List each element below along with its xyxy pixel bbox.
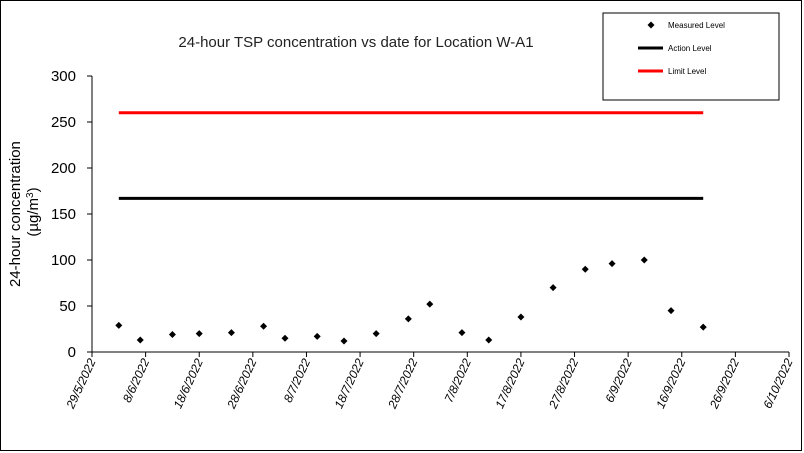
measured-level-point (517, 313, 525, 321)
measured-level-point (260, 322, 268, 330)
measured-level-point (313, 332, 321, 340)
y-axis-label-line1: 24-hour concentration (7, 141, 24, 287)
axes: 0 50 100 150 200 250 300 29/5/2022 8/6/2022 18/6/… (51, 68, 796, 412)
y-tick-label: 100 (51, 252, 76, 269)
x-tick-label: 16/9/2022 (653, 356, 688, 411)
y-tick-label: 50 (59, 298, 76, 315)
legend-label-limit: Limit Level (668, 67, 706, 76)
measured-level-point (581, 265, 589, 273)
y-tick-label: 200 (51, 160, 76, 177)
x-tick-label: 27/8/2022 (546, 356, 582, 412)
measured-level-point (426, 300, 434, 308)
measured-level-point (404, 315, 412, 323)
measured-level-point (549, 284, 557, 292)
x-tick-label: 6/9/2022 (602, 356, 635, 405)
x-tick-label: 6/10/2022 (760, 356, 795, 411)
x-tick-label: 7/8/2022 (442, 356, 475, 405)
x-tick-label: 8/7/2022 (281, 356, 314, 405)
measured-points (115, 256, 707, 345)
legend-label-measured: Measured Level (668, 21, 725, 30)
measured-level-point (372, 330, 380, 338)
measured-level-point (340, 337, 348, 345)
y-tick-label: 0 (68, 344, 76, 361)
measured-level-point (227, 329, 235, 337)
x-tick-label: 8/6/2022 (120, 356, 153, 405)
x-tick-label: 29/5/2022 (63, 356, 99, 412)
x-tick-label: 28/6/2022 (224, 356, 260, 412)
legend-box (602, 12, 780, 101)
measured-level-point (485, 336, 493, 344)
legend: Measured Level Action Level Limit Level (602, 12, 780, 101)
legend-label-action: Action Level (668, 44, 712, 53)
x-tick-label: 26/9/2022 (706, 356, 742, 412)
x-tick-label: 28/7/2022 (385, 356, 421, 412)
measured-level-point (168, 331, 176, 339)
measured-level-point (699, 323, 707, 331)
measured-level-point (115, 321, 123, 329)
measured-level-point (195, 330, 203, 338)
y-axis-label: 24-hour concentration (µg/m3) (7, 137, 42, 287)
measured-level-point (608, 260, 616, 268)
measured-level-point (136, 336, 144, 344)
y-axis-label-close: ) (25, 187, 42, 192)
x-tick-label: 17/8/2022 (492, 356, 527, 411)
level-lines (118, 111, 704, 200)
y-axis-label-line2: (µg/m (25, 198, 42, 237)
measured-level-point (640, 256, 648, 264)
legend-marker-measured (647, 21, 655, 29)
x-tick-label: 18/7/2022 (332, 356, 367, 411)
y-tick-label: 250 (51, 114, 76, 131)
measured-level-point (667, 307, 675, 315)
chart-title: 24-hour TSP concentration vs date for Lo… (178, 34, 533, 51)
x-tick-label: 18/6/2022 (171, 356, 206, 411)
y-tick-label: 300 (51, 68, 76, 85)
measured-level-point (281, 334, 289, 342)
measured-level-point (458, 329, 466, 337)
y-tick-label: 150 (51, 206, 76, 223)
y-axis-label-superscript: 3 (25, 192, 36, 198)
